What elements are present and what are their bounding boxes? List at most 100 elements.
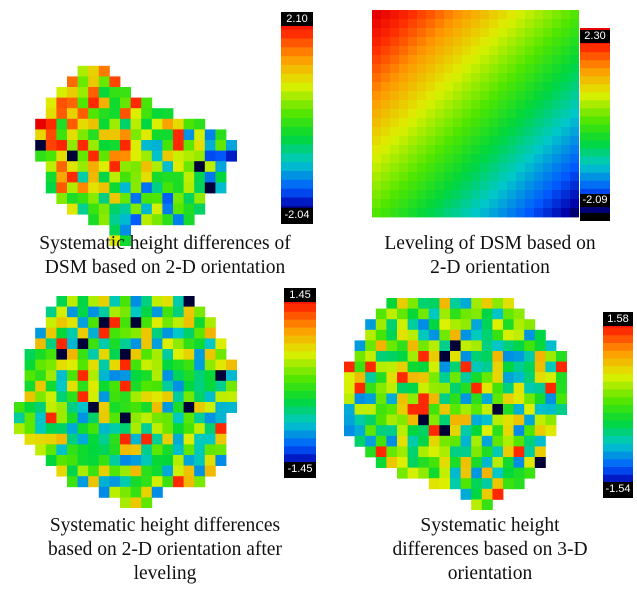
heatmap-cell xyxy=(426,10,436,20)
heatmap-cell xyxy=(480,163,490,173)
heatmap-cell xyxy=(435,28,445,38)
heatmap-cell xyxy=(67,455,78,466)
heatmap-cell xyxy=(534,340,546,352)
heatmap-cell xyxy=(570,28,579,38)
heatmap-cell xyxy=(67,433,78,445)
heatmap-cell xyxy=(450,329,461,341)
heatmap-cell xyxy=(408,82,418,92)
heatmap-cell xyxy=(524,382,536,394)
scale-step xyxy=(281,47,313,57)
heatmap-cell xyxy=(67,203,78,215)
heatmap-cell xyxy=(67,161,78,173)
heatmap-cell xyxy=(453,181,463,191)
heatmap-cell xyxy=(492,488,504,500)
heatmap-cell xyxy=(98,465,110,477)
heatmap-cell xyxy=(439,361,451,373)
heatmap-cell xyxy=(524,414,536,426)
heatmap-cell xyxy=(481,308,493,320)
heatmap-cell xyxy=(375,308,387,320)
heatmap-cell xyxy=(543,37,553,47)
heatmap-cell xyxy=(56,317,68,329)
scale-step xyxy=(580,116,610,126)
heatmap-cell xyxy=(480,109,490,119)
heatmap-cell xyxy=(354,435,366,447)
heatmap-cell xyxy=(98,306,110,318)
scale-step xyxy=(603,420,633,429)
heatmap-cell xyxy=(561,172,571,182)
heatmap-cell xyxy=(471,10,481,20)
heatmap-cell xyxy=(67,296,78,307)
heatmap-cell xyxy=(524,446,536,458)
heatmap-cell xyxy=(444,181,454,191)
heatmap-cell xyxy=(24,391,36,403)
heatmap-cell xyxy=(471,329,483,341)
scale-min-label: -2.09 xyxy=(580,194,610,207)
heatmap-cell xyxy=(426,145,436,155)
scale-max-label: 1.58 xyxy=(603,312,633,326)
heatmap-cell xyxy=(444,100,454,110)
heatmap-cell xyxy=(390,10,400,20)
scale-step xyxy=(281,188,313,199)
heatmap-cell xyxy=(418,467,430,479)
heatmap-cell xyxy=(408,73,418,83)
heatmap-cell xyxy=(503,414,514,426)
heatmap-cell xyxy=(489,64,499,74)
heatmap-cell xyxy=(399,10,409,20)
heatmap-cell xyxy=(183,380,195,392)
heatmap-cell xyxy=(215,402,227,413)
heatmap-cell xyxy=(141,161,153,173)
heatmap-cell xyxy=(162,150,174,162)
heatmap-cell xyxy=(439,372,451,384)
scale-step xyxy=(580,204,610,214)
heatmap-cell xyxy=(151,486,163,498)
heatmap-cell xyxy=(543,46,553,56)
heatmap-cell xyxy=(372,73,382,83)
heatmap-cell xyxy=(375,361,387,373)
scale-step xyxy=(284,406,316,416)
heatmap-cell xyxy=(194,349,206,360)
scale-step xyxy=(281,153,313,163)
heatmap-cell xyxy=(77,193,89,204)
heatmap-cell xyxy=(56,97,68,109)
heatmap-cell xyxy=(399,100,409,110)
heatmap-cell xyxy=(56,444,68,456)
heatmap-cell xyxy=(534,457,546,468)
heatmap-cell xyxy=(183,161,195,173)
heatmap-cell xyxy=(98,317,110,329)
heatmap-cell xyxy=(183,182,195,194)
heatmap-cell xyxy=(552,37,562,47)
heatmap-cell xyxy=(453,64,463,74)
heatmap-cell xyxy=(408,55,418,65)
heatmap-cell xyxy=(130,108,142,120)
heatmap-cell xyxy=(226,402,237,413)
heatmap-cell xyxy=(552,127,562,137)
heatmap-cell xyxy=(439,467,451,479)
heatmap-cell xyxy=(471,64,481,74)
heatmap-cell xyxy=(372,199,382,209)
scale-step xyxy=(284,335,316,345)
heatmap-cell xyxy=(418,446,430,458)
heatmap-cell xyxy=(516,55,526,65)
heatmap-cell xyxy=(77,161,89,173)
heatmap-cell xyxy=(24,370,36,382)
heatmap-cell xyxy=(418,435,430,447)
heatmap-cell xyxy=(418,372,430,384)
heatmap-cell xyxy=(204,359,216,371)
heatmap-cell xyxy=(561,55,571,65)
heatmap-cell xyxy=(120,108,131,120)
heatmap-cell xyxy=(408,136,418,146)
heatmap-cell xyxy=(173,327,184,339)
heatmap-cell xyxy=(516,37,526,47)
caption-3d-orientation: Systematic height differences based on 3… xyxy=(345,514,635,586)
heatmap-cell xyxy=(56,391,68,403)
heatmap-cell xyxy=(183,193,195,204)
heatmap-cell xyxy=(407,404,419,415)
heatmap-cell xyxy=(88,455,100,466)
heatmap-cell xyxy=(513,404,525,415)
heatmap-cell xyxy=(215,129,227,141)
heatmap-cell xyxy=(525,100,535,110)
heatmap-cell xyxy=(183,203,195,215)
heatmap-cell xyxy=(130,476,142,488)
heatmap-cell xyxy=(120,402,131,413)
heatmap-cell xyxy=(194,182,206,194)
